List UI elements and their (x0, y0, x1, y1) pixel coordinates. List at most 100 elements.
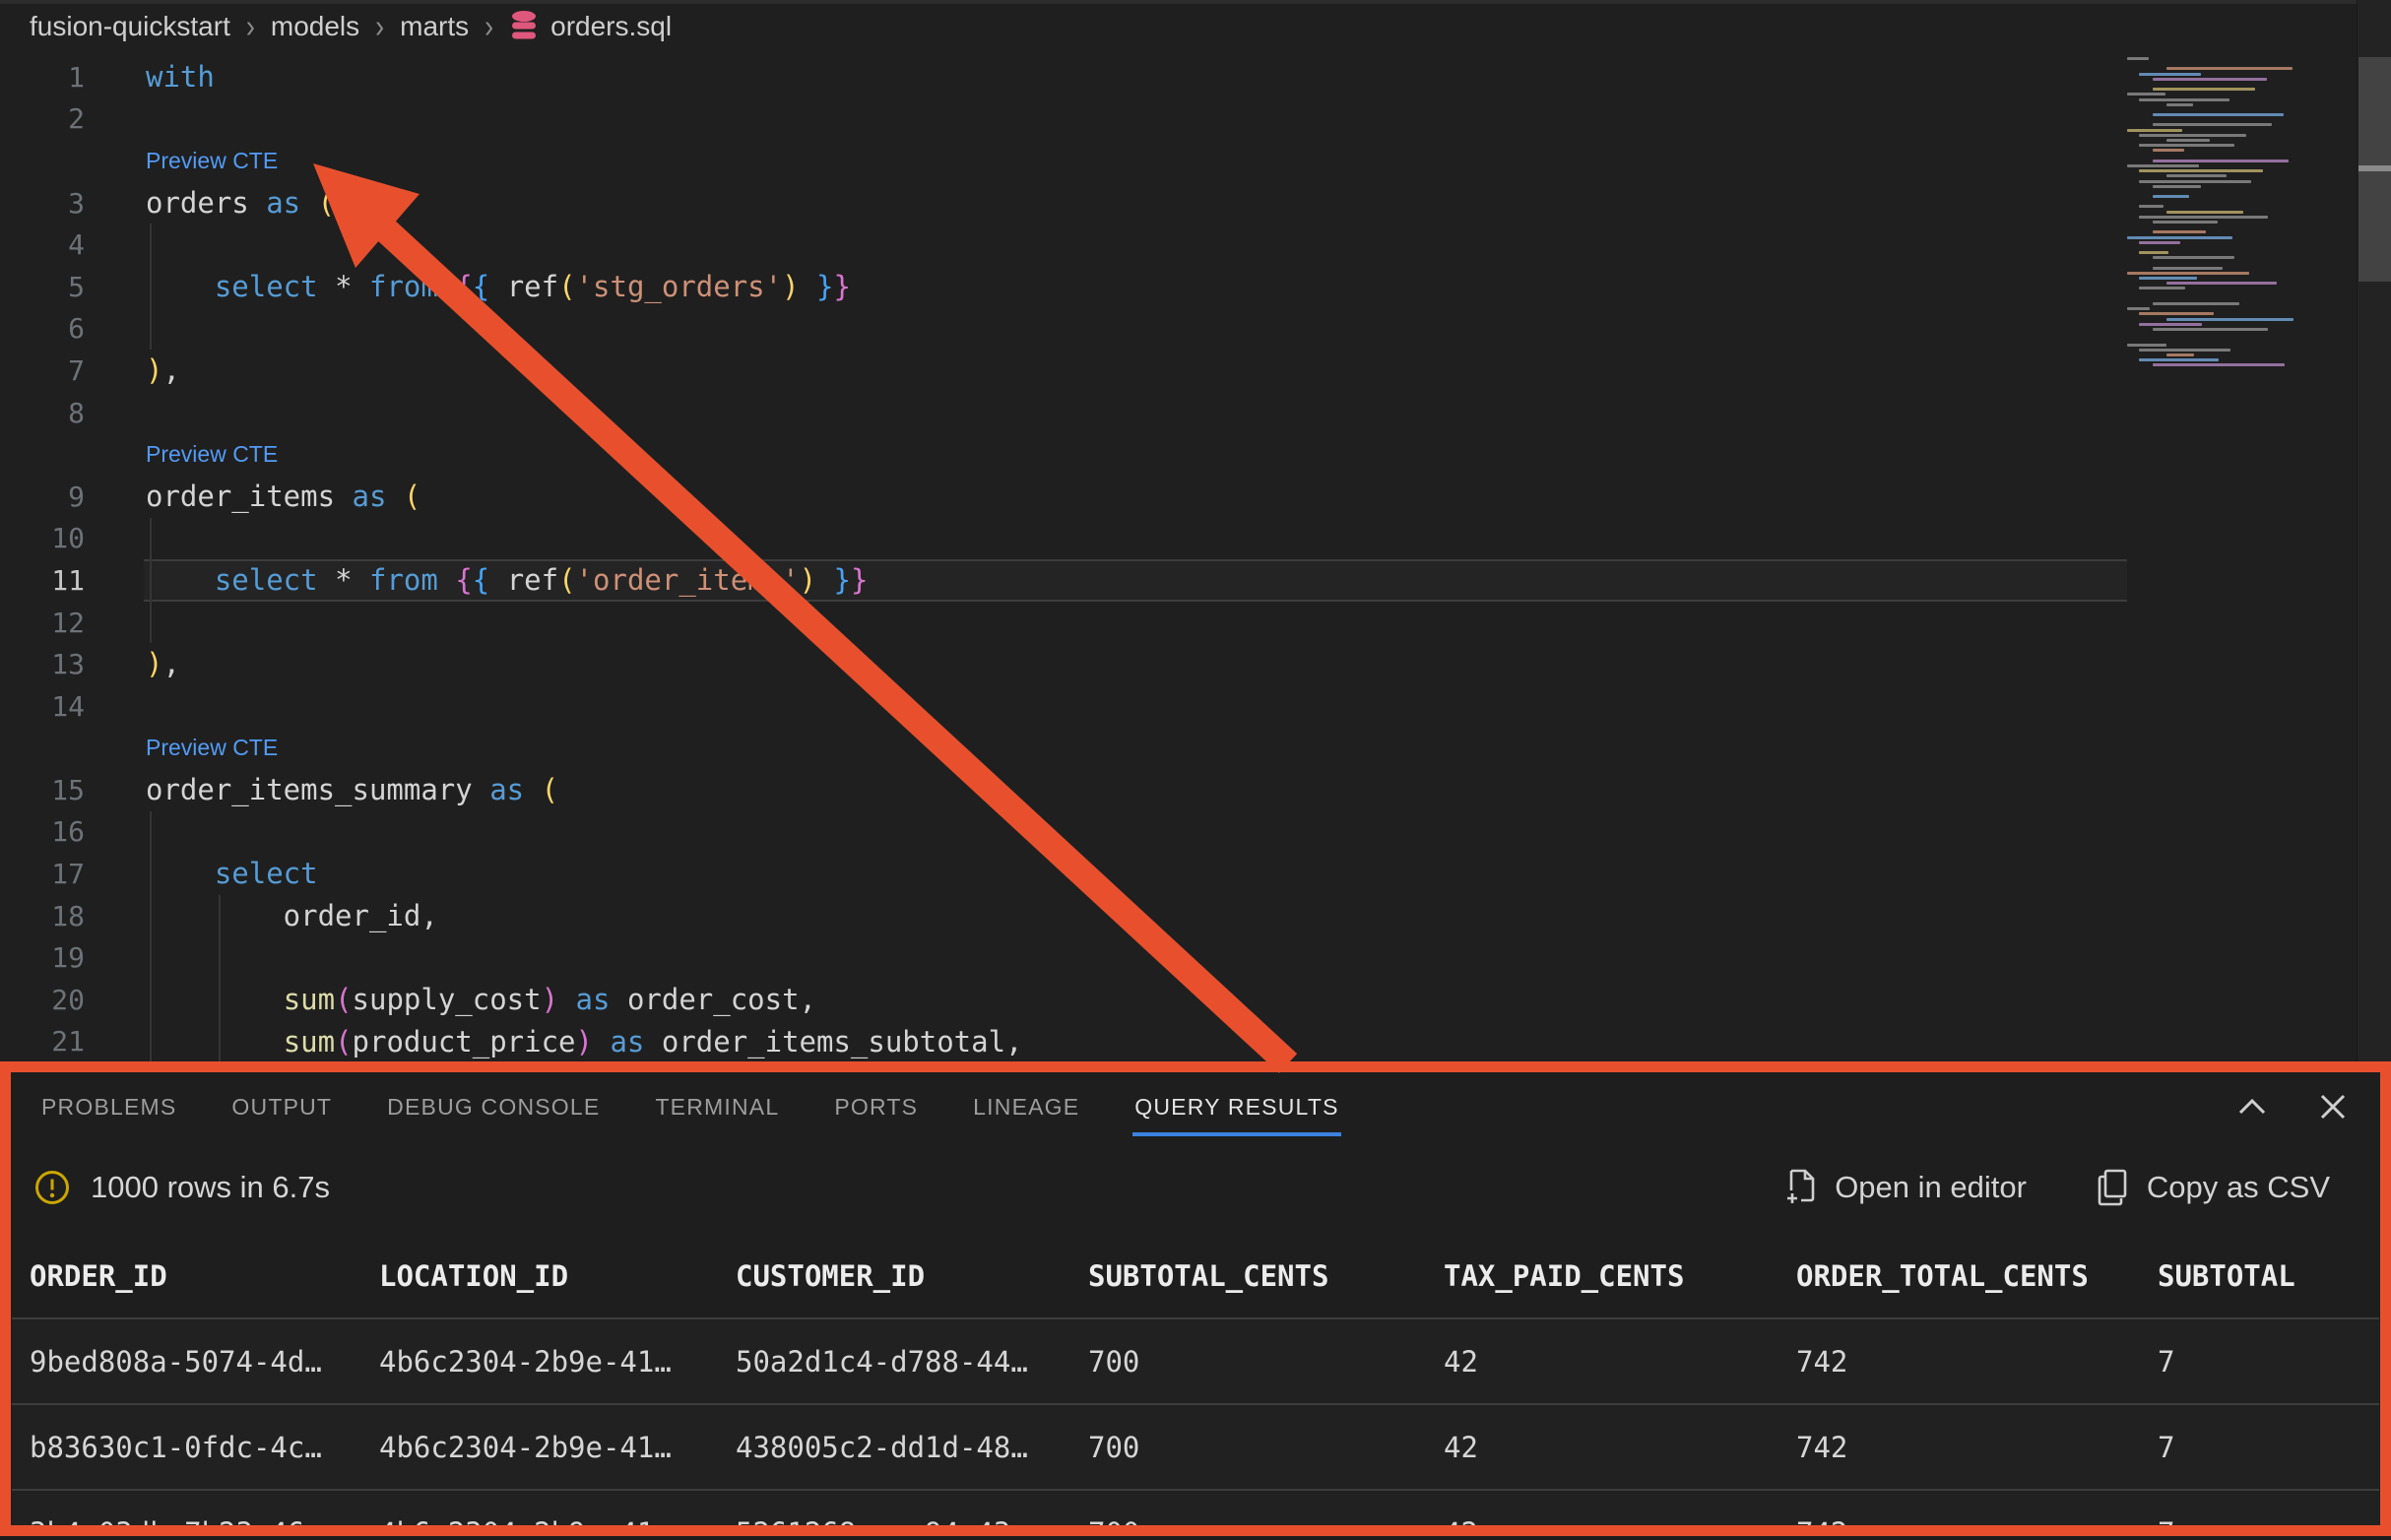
column-header[interactable]: CUSTOMER_ID (736, 1259, 926, 1293)
minimap-line (2166, 102, 2193, 106)
code-line[interactable]: 15 order_items_summary as ( (0, 769, 2391, 811)
code-line[interactable]: 6 (0, 307, 2391, 351)
code-text: ), (146, 353, 180, 388)
code-line[interactable]: 7), (0, 350, 2391, 392)
minimap-line (2127, 62, 2350, 65)
code-line[interactable]: 10 (0, 517, 2391, 560)
minimap-line (2153, 149, 2184, 153)
column-header[interactable]: SUBTOTAL (2158, 1259, 2295, 1293)
minimap-line (2127, 108, 2350, 111)
minimap-line (2153, 184, 2201, 188)
table-cell: 742 (1796, 1516, 2158, 1533)
table-cell: 42 (1444, 1516, 1796, 1533)
minimap-line (2153, 159, 2289, 162)
table-row[interactable]: b83630c1-0fdc-4c… 4b6c2304-2b9e-41… 438005… (12, 1405, 2379, 1491)
query-results-table: ORDER_ID LOCATION_ID CUSTOMER_ID SUBTOTAL_C… (12, 1235, 2379, 1532)
preview-cte-link[interactable]: Preview CTE (146, 735, 279, 761)
minimap-line (2127, 163, 2199, 167)
minimap-line (2153, 302, 2239, 305)
open-in-editor-button[interactable]: Open in editor (1785, 1169, 2027, 1206)
tab-ports[interactable]: PORTS (834, 1093, 919, 1120)
copy-as-csv-button[interactable]: Copy as CSV (2096, 1169, 2330, 1206)
minimap-line (2139, 97, 2229, 101)
code-line[interactable]: 21 sum(product_price) as order_items_sub… (0, 1020, 2391, 1063)
maximize-panel-button[interactable] (2235, 1090, 2269, 1123)
line-number: 3 (68, 186, 85, 220)
tab-output[interactable]: OUTPUT (231, 1093, 333, 1120)
tab-debug-console[interactable]: DEBUG CONSOLE (387, 1093, 601, 1120)
code-line[interactable]: 20 sum(supply_cost) as order_cost, (0, 979, 2391, 1021)
minimap-line (2127, 271, 2249, 275)
table-cell: 50a2d1c4-d788-44… (736, 1344, 1028, 1379)
code-line[interactable]: 2 (0, 98, 2391, 141)
breadcrumb-item-file[interactable]: orders.sql (509, 10, 672, 43)
indent-guide (219, 1020, 221, 1063)
table-row[interactable]: 9bed808a-5074-4d… 4b6c2304-2b9e-41… 50a2d1… (12, 1319, 2379, 1405)
table-cell: 9bed808a-5074-4d… (30, 1344, 322, 1379)
indent-guide (150, 853, 152, 895)
column-header[interactable]: LOCATION_ID (379, 1259, 569, 1293)
minimap-line (2153, 195, 2189, 199)
indent-guide (150, 601, 152, 644)
breadcrumb-item-project[interactable]: fusion-quickstart (30, 11, 230, 41)
copy-icon (2098, 1169, 2127, 1206)
code-line[interactable]: 5 select * from {{ ref('stg_orders') }} (0, 265, 2391, 308)
code-line[interactable]: 13), (0, 643, 2391, 685)
file-plus-icon (1787, 1169, 1815, 1203)
code-line[interactable]: 12 (0, 601, 2391, 644)
code-line[interactable]: 17 select (0, 853, 2391, 895)
indent-guide (150, 979, 152, 1021)
line-number: 16 (51, 815, 85, 849)
minimap-line (2127, 155, 2350, 158)
tab-lineage[interactable]: LINEAGE (973, 1093, 1080, 1120)
code-line[interactable]: 4 (0, 224, 2391, 266)
table-cell: 4b6c2304-2b9e-41… (379, 1430, 672, 1464)
minimap-line (2153, 113, 2284, 117)
editor-scrollbar[interactable] (2357, 0, 2391, 1061)
code-line[interactable]: 9 order_items as ( (0, 476, 2391, 518)
breadcrumb-item-marts[interactable]: marts (400, 11, 470, 41)
table-row[interactable]: 3b4a03db-7b23-46…4b6c2304-2b9e-41…526126… (12, 1491, 2379, 1532)
panel-controls (2235, 1090, 2350, 1123)
line-number: 12 (51, 606, 85, 639)
scrollbar-marker (2359, 165, 2391, 171)
code-line[interactable]: 8 (0, 392, 2391, 434)
indent-guide (150, 517, 152, 560)
code-text: select * from {{ ref('order_items') }} (214, 563, 869, 598)
minimap[interactable] (2127, 57, 2350, 372)
tab-problems[interactable]: PROBLEMS (41, 1093, 177, 1120)
line-number: 10 (51, 522, 85, 555)
minimap-line (2166, 67, 2293, 71)
code-line[interactable]: 16 (0, 810, 2391, 854)
preview-cte-link[interactable]: Preview CTE (146, 147, 279, 173)
table-cell: 5261268c-aa94-43… (736, 1516, 1088, 1533)
column-header[interactable]: TAX_PAID_CENTS (1444, 1259, 1685, 1293)
code-line[interactable]: 14 (0, 685, 2391, 728)
indent-guide (150, 894, 152, 937)
column-header[interactable]: SUBTOTAL_CENTS (1088, 1259, 1329, 1293)
code-line[interactable]: 19 (0, 936, 2391, 980)
tab-query-results[interactable]: QUERY RESULTS (1132, 1075, 1341, 1138)
line-number: 20 (51, 983, 85, 1016)
code-line[interactable]: 3 orders as ( (0, 182, 2391, 225)
code-line[interactable]: 1 with (0, 56, 2391, 98)
tab-terminal[interactable]: TERMINAL (655, 1093, 780, 1120)
minimap-line (2127, 235, 2232, 239)
minimap-line (2127, 246, 2350, 249)
code-text: order_items as ( (146, 479, 421, 513)
line-number: 19 (51, 941, 85, 975)
minimap-line (2139, 312, 2214, 316)
close-panel-button[interactable] (2316, 1090, 2350, 1123)
code-line[interactable]: 18 order_id, (0, 894, 2391, 937)
column-header[interactable]: ORDER_TOTAL_CENTS (1796, 1259, 2089, 1293)
code-text: ), (146, 647, 180, 681)
indent-guide (150, 307, 152, 351)
minimap-line (2166, 317, 2294, 321)
minimap-line (2127, 297, 2350, 300)
code-line[interactable]: 11 select * from {{ ref('order_items') }… (0, 559, 2391, 602)
preview-cte-link[interactable]: Preview CTE (146, 441, 279, 468)
minimap-line (2127, 93, 2165, 96)
minimap-line (2139, 179, 2251, 183)
column-header[interactable]: ORDER_ID (30, 1259, 167, 1293)
breadcrumb-item-models[interactable]: models (270, 11, 360, 41)
